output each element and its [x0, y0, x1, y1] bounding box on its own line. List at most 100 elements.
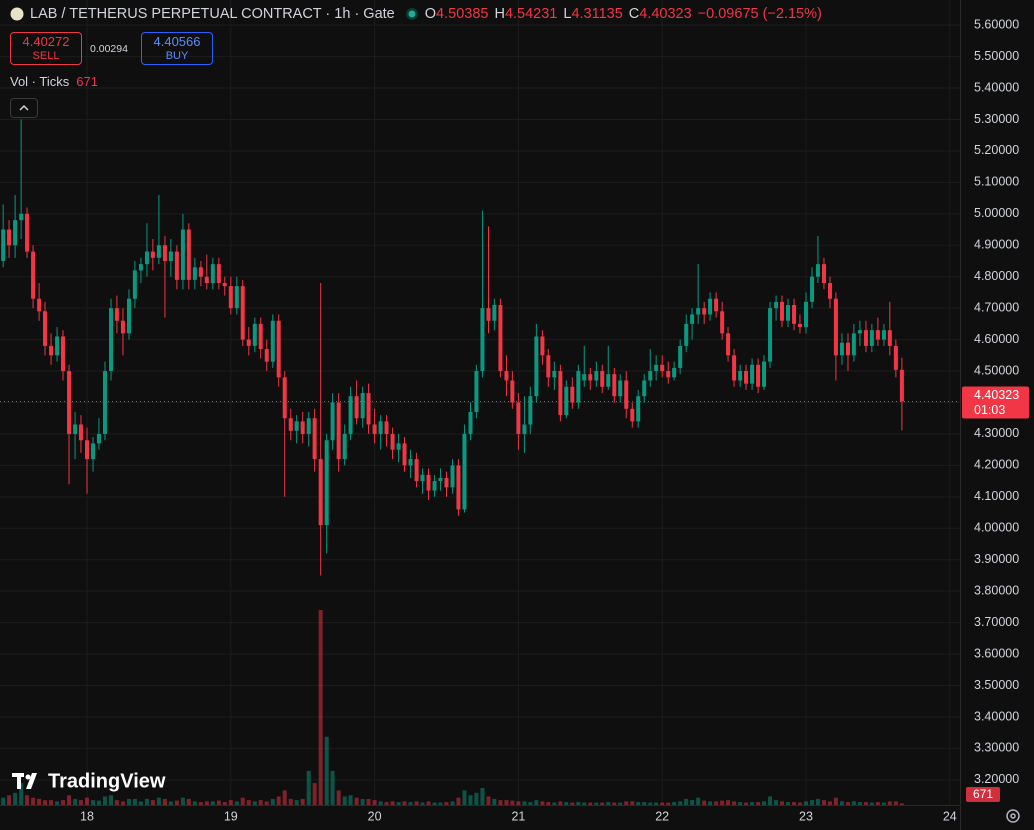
y-tick-label: 5.50000 [974, 49, 1019, 63]
candle-body [546, 355, 551, 378]
candle-body [420, 474, 425, 482]
volume-bar [294, 800, 299, 805]
candle-body [600, 371, 605, 387]
volume-bar [750, 802, 755, 805]
volume-bar [803, 801, 808, 805]
candle-body [690, 314, 695, 324]
ohlc-letter: H [494, 6, 505, 22]
volume-bar [246, 800, 251, 805]
sell-button[interactable]: 4.40272 SELL [10, 32, 82, 65]
volume-bar [474, 792, 479, 805]
candle-body [744, 371, 749, 384]
candle-body [582, 374, 587, 381]
candle-body [486, 308, 491, 321]
volume-bar [132, 798, 137, 805]
volume-bar [672, 802, 677, 805]
volume-bar [480, 787, 485, 805]
candle-body [810, 276, 815, 302]
candle-body [138, 264, 143, 271]
volume-bar [180, 797, 185, 805]
sell-label: SELL [32, 49, 60, 62]
candle-body [612, 374, 617, 397]
volume-bar [114, 800, 119, 805]
status-dot [405, 8, 418, 20]
candle-body [120, 320, 125, 334]
buy-button[interactable]: 4.40566 BUY [141, 32, 213, 65]
candle-body [186, 229, 191, 280]
y-tick-label: 5.00000 [974, 206, 1019, 220]
candle-body [132, 270, 137, 299]
candle-body [300, 421, 305, 434]
candle-body [893, 345, 898, 370]
volume-bar [174, 800, 179, 805]
sell-price: 4.40272 [22, 33, 70, 49]
volume-bar [851, 801, 856, 805]
volume-bar [612, 802, 617, 805]
candle-body [91, 443, 96, 460]
candle-body [684, 323, 689, 346]
volume-bar [300, 798, 305, 805]
volume-bar [324, 736, 329, 805]
candle-body [636, 396, 641, 422]
volume-bar [360, 798, 365, 805]
candle-body [204, 276, 209, 284]
volume-bar [684, 798, 689, 805]
candle-body [821, 264, 826, 284]
candle-body [881, 330, 886, 340]
settings-button[interactable] [1006, 809, 1020, 823]
volume-bar [234, 801, 239, 805]
change: −0.09675 (−2.15%) [697, 6, 822, 22]
candle-body [857, 330, 862, 334]
volume-bar [618, 802, 623, 805]
candle-body [869, 330, 874, 346]
volume-bar [13, 792, 18, 805]
volume-bar [396, 802, 401, 805]
volume-bar [408, 802, 413, 805]
volume-bar [312, 783, 317, 805]
candle-body [696, 308, 701, 315]
candle-body [534, 336, 539, 397]
candle-body [480, 308, 485, 372]
volume-bar [252, 801, 257, 805]
volume-bar [869, 802, 874, 805]
volume-bar [109, 795, 114, 805]
collapse-button[interactable] [10, 98, 38, 118]
candle-body [492, 305, 497, 321]
volume-bar [875, 802, 880, 805]
candle-body [73, 424, 78, 434]
candle-body [702, 308, 707, 315]
candle-body [306, 418, 311, 434]
volume-bar [654, 802, 659, 805]
volume-bar [546, 802, 551, 805]
y-tick-label: 4.90000 [974, 238, 1019, 252]
buy-price: 4.40566 [153, 33, 201, 49]
volume-bar [318, 610, 323, 805]
volume-bar [792, 802, 797, 805]
volume-bar [60, 800, 65, 805]
candle-body [228, 286, 233, 309]
volume-bar [366, 798, 371, 805]
volume-bar [720, 800, 725, 805]
volume-bar [786, 802, 791, 805]
candle-body [372, 424, 377, 434]
y-tick-label: 5.40000 [974, 80, 1019, 94]
candle-body [624, 380, 629, 409]
volume-bar [630, 801, 635, 805]
volume-bar [102, 796, 107, 805]
volume-bar [797, 802, 802, 805]
volume-bar [67, 795, 72, 805]
candle-body [222, 283, 227, 287]
volume-bar [276, 796, 281, 805]
candle-body [528, 396, 533, 425]
candle-body [738, 371, 743, 381]
volume-bar [31, 797, 36, 805]
candle-body [426, 474, 431, 491]
x-tick-label: 21 [511, 809, 525, 823]
ohlc-value: 4.50385 [436, 6, 489, 22]
candle-body [774, 301, 779, 309]
volume-bar [839, 801, 844, 805]
volume-bar [660, 802, 665, 805]
candle-body [504, 371, 509, 381]
candle-body [246, 339, 251, 346]
candle-body [192, 267, 197, 280]
